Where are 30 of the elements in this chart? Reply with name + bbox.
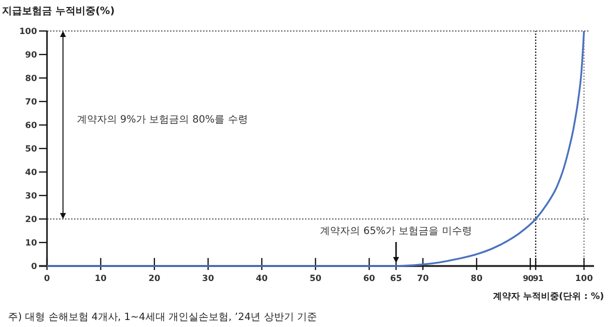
y-tick-label: 80 [25, 74, 38, 84]
y-tick-label: 60 [25, 120, 38, 131]
y-tick-label: 30 [25, 191, 38, 202]
y-tick-label: 0 [31, 262, 38, 272]
y-axis-title: 지급보험금 누적비중(%) [2, 6, 115, 17]
annotation: 계약자의 65%가 보험금을 미수령 [320, 226, 472, 237]
x-tick-label: 90 [522, 274, 534, 283]
x-tick-label: 91 [532, 274, 544, 283]
y-tick-label: 70 [25, 97, 38, 108]
x-axis-title: 계약자 누적비중(단위 : %) [492, 292, 604, 302]
x-tick-label: 100 [575, 274, 593, 284]
y-tick-label: 50 [25, 144, 38, 154]
x-tick-label: 80 [470, 274, 483, 284]
x-tick-label: 20 [148, 274, 160, 284]
x-tick-label: 40 [256, 274, 268, 284]
x-tick-label: 10 [94, 274, 107, 284]
x-tick-label: 70 [416, 274, 429, 284]
x-tick-label: 65 [390, 274, 402, 284]
y-tick-label: 20 [25, 214, 38, 225]
y-tick-label: 10 [25, 238, 38, 248]
x-tick-label: 0 [44, 274, 50, 284]
annotation: 계약자의 9%가 보험금의 80%를 수령 [77, 114, 248, 126]
x-tick-label: 30 [202, 274, 214, 284]
y-tick-label: 100 [19, 26, 38, 37]
y-tick-label: 40 [25, 168, 38, 178]
x-tick-label: 60 [363, 274, 376, 284]
x-tick-label: 50 [310, 274, 322, 284]
y-tick-label: 90 [25, 50, 38, 60]
text: 주) 대형 손해보험 4개사, 1~4세대 개인실손보험, ’24년 상반기 기준 [8, 312, 318, 323]
line-series [46, 30, 585, 267]
